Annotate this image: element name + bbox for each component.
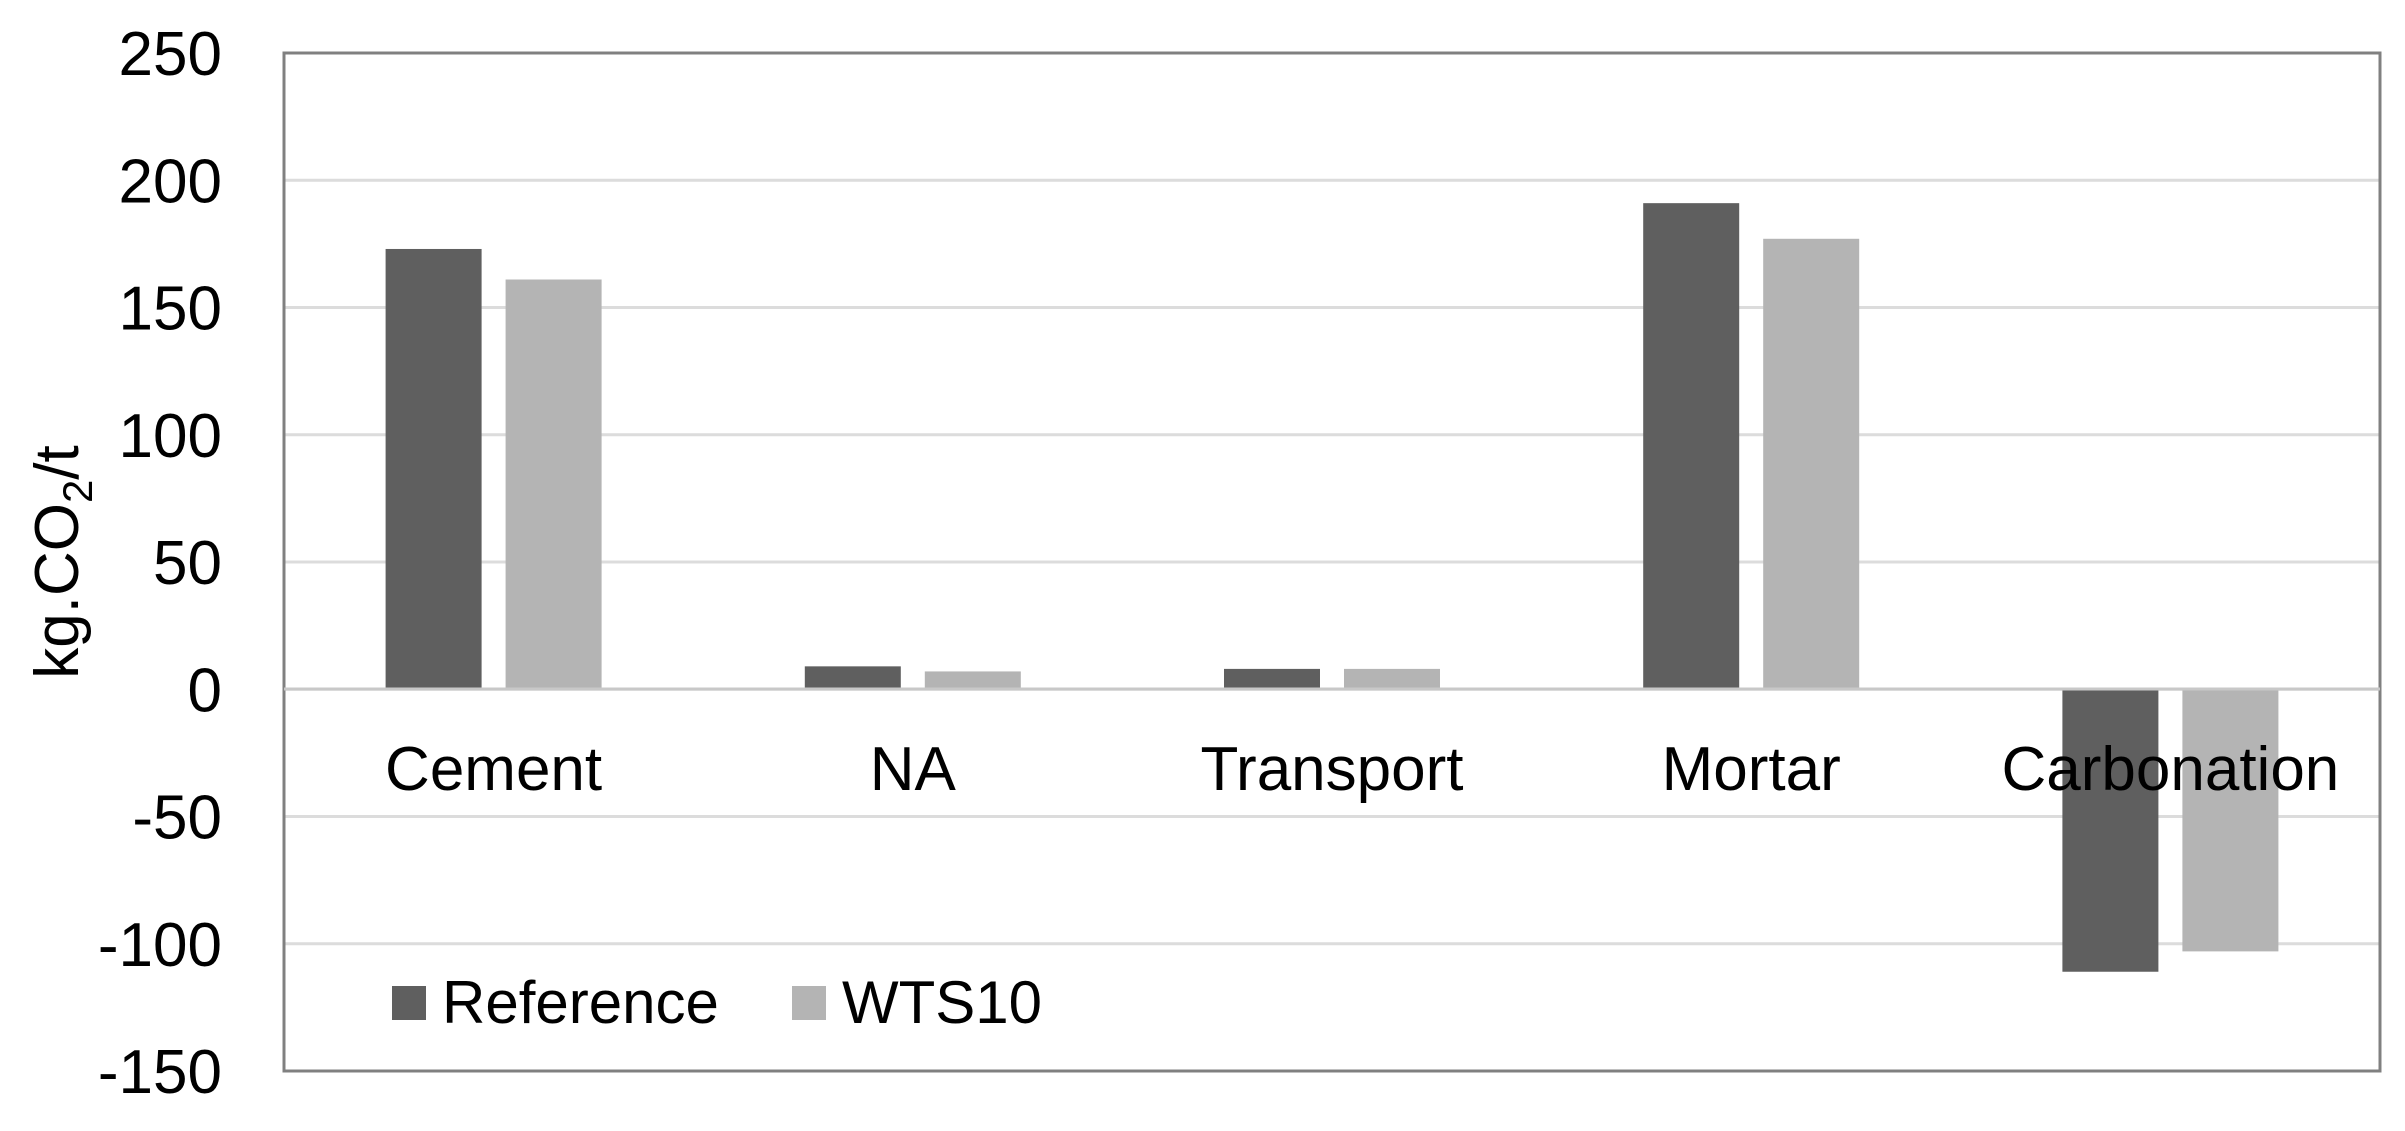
legend-label: WTS10	[842, 969, 1042, 1036]
legend-label: Reference	[442, 969, 719, 1036]
y-axis-label-suffix: /t	[23, 445, 92, 479]
legend: Reference WTS10	[392, 969, 1042, 1036]
legend-swatch	[392, 986, 426, 1020]
y-axis-label-subscript: 2	[54, 480, 101, 503]
bar-reference-cement	[385, 248, 482, 690]
bar-reference-na	[804, 666, 901, 690]
y-tick-label: 100	[119, 402, 222, 471]
plot-area-border	[282, 51, 2382, 1073]
y-axis-label-main: kg.CO	[23, 503, 92, 679]
bar-reference-mortar	[1643, 203, 1740, 690]
category-label: NA	[870, 735, 957, 804]
bar-wts10-carbonation	[2182, 689, 2279, 952]
bar-wts10-mortar	[1763, 238, 1860, 690]
bar-wts10-cement	[505, 279, 602, 690]
legend-swatch	[792, 986, 826, 1020]
bars	[385, 203, 2279, 972]
y-tick-label: -100	[98, 911, 222, 980]
y-tick-label: 150	[119, 275, 222, 344]
y-axis-label: kg.CO2/t	[23, 445, 101, 679]
category-label: Mortar	[1662, 735, 1841, 804]
y-tick-label: 50	[153, 529, 222, 598]
category-label: Cement	[385, 735, 602, 804]
y-tick-label: 200	[119, 147, 222, 216]
bar-wts10-transport	[1344, 668, 1440, 690]
category-labels: Cement NA Transport Mortar Carbonation	[385, 735, 2339, 804]
bar-wts10-na	[924, 671, 1021, 690]
bar-reference-carbonation	[2062, 689, 2159, 972]
bar-reference-transport	[1224, 668, 1320, 690]
category-label: Carbonation	[2002, 735, 2340, 804]
y-tick-label: 250	[119, 20, 222, 89]
category-label: Transport	[1200, 735, 1463, 804]
y-axis-ticks: 250 200 150 100 50 0 -50 -100 -150	[98, 20, 222, 1107]
y-tick-label: -150	[98, 1038, 222, 1107]
y-tick-label: 0	[188, 656, 222, 725]
y-tick-label: -50	[132, 784, 222, 853]
